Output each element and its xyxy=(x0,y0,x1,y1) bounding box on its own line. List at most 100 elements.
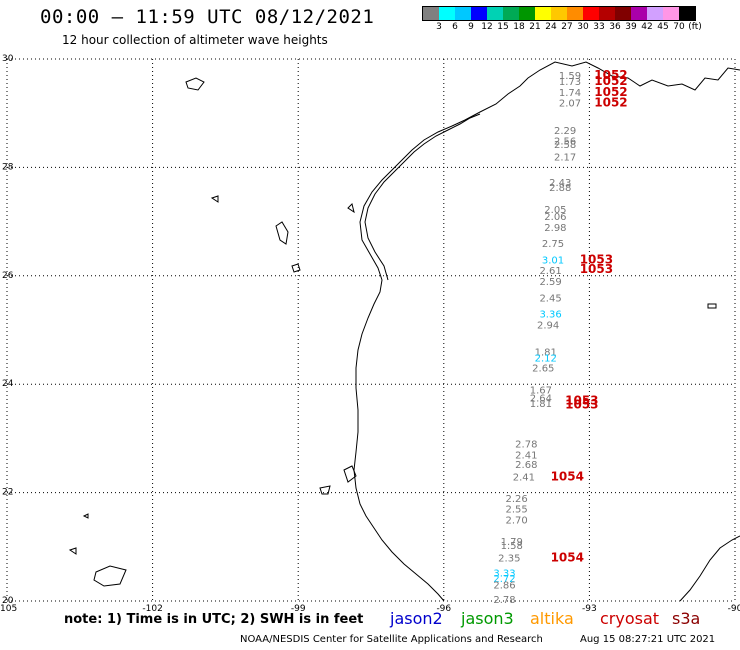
legend-swatch xyxy=(631,7,647,20)
footer-credit: NOAA/NESDIS Center for Satellite Applica… xyxy=(240,634,543,645)
wave-height-label: 2.70 xyxy=(505,515,527,526)
color-legend-bar xyxy=(422,6,696,21)
satellite-legend-jason2: jason2 xyxy=(390,609,443,628)
legend-tick-label: 3 xyxy=(436,22,442,32)
island-7 xyxy=(93,565,127,587)
longitude-tick-label: -102 xyxy=(142,604,162,614)
legend-unit-label: (ft) xyxy=(688,22,702,32)
legend-swatch xyxy=(423,7,439,20)
legend-tick-label: 33 xyxy=(593,22,605,32)
legend-swatch xyxy=(519,7,535,20)
latitude-tick-label: 22 xyxy=(2,488,13,498)
legend-tick-label: 30 xyxy=(577,22,589,32)
island-2 xyxy=(275,221,289,245)
lat-lon-grid: -105 -102 -99 -96 -93 -90 30 28 26 24 22 20 xyxy=(0,54,740,614)
legend-tick-label: 39 xyxy=(625,22,637,32)
wave-height-label: 2.55 xyxy=(505,505,527,516)
legend-swatch xyxy=(471,7,487,20)
longitude-tick-label: -105 xyxy=(0,604,17,614)
longitude-tick-label: -90 xyxy=(728,604,740,614)
wave-height-label: 2.58 xyxy=(554,140,576,151)
wave-height-label: 2.26 xyxy=(505,494,527,505)
cryosat-pass-label: 1052 xyxy=(594,96,627,110)
cryosat-pass-label: 1053 xyxy=(565,398,598,412)
satellite-legend-s3a: s3a xyxy=(672,609,701,628)
wave-height-label: 2.59 xyxy=(539,277,561,288)
gulf-coast-outline xyxy=(353,61,740,602)
legend-swatch xyxy=(599,7,615,20)
legend-tick-label: 70 xyxy=(673,22,685,32)
legend-swatch xyxy=(647,7,663,20)
wave-height-label: 2.61 xyxy=(539,266,561,277)
island-3 xyxy=(291,263,301,273)
wave-height-label: 1.74 xyxy=(559,88,581,99)
cryosat-pass-label: 1053 xyxy=(580,252,613,266)
legend-swatch xyxy=(583,7,599,20)
wave-height-label: 2.12 xyxy=(535,353,557,364)
island-8 xyxy=(68,547,77,555)
wave-height-label: 2.68 xyxy=(515,460,537,471)
wave-height-labels: 1.591.731.742.07 2.292.562.582.17 2.432.88… xyxy=(493,71,581,606)
legend-swatch xyxy=(663,7,679,20)
wave-height-label: 2.41 xyxy=(515,450,537,461)
latitude-tick-label: 24 xyxy=(2,379,14,389)
wave-height-label: 1.58 xyxy=(501,541,523,552)
latitude-tick-label: 28 xyxy=(2,162,14,172)
map-title: 00:00 – 11:59 UTC 08/12/2021 xyxy=(40,6,375,28)
island-11 xyxy=(707,303,717,309)
wave-height-label: 2.78 xyxy=(493,595,515,606)
legend-tick-label: 21 xyxy=(529,22,541,32)
longitude-tick-label: -93 xyxy=(582,604,597,614)
wave-height-label: 2.41 xyxy=(513,473,535,484)
legend-swatch xyxy=(551,7,567,20)
cryosat-pass-label: 1054 xyxy=(551,550,584,564)
wave-height-label: 2.64 xyxy=(530,394,552,405)
legend-tick-label: 36 xyxy=(609,22,621,32)
island-5 xyxy=(343,465,357,483)
legend-swatch xyxy=(679,7,695,20)
wave-height-label: 2.07 xyxy=(559,99,581,110)
island-4 xyxy=(347,203,355,214)
legend-tick-label: 27 xyxy=(561,22,573,32)
wave-height-label: 2.43 xyxy=(549,178,571,189)
wave-height-label: 2.65 xyxy=(532,364,554,375)
legend-tick-label: 15 xyxy=(497,22,509,32)
longitude-tick-label: -99 xyxy=(291,604,306,614)
cryosat-pass-label: 1053 xyxy=(565,393,598,407)
legend-tick-label: 6 xyxy=(452,22,458,32)
wave-height-label: 2.72 xyxy=(493,574,515,585)
wave-height-label: 1.73 xyxy=(559,77,581,88)
wave-height-label: 2.35 xyxy=(498,553,520,564)
longitude-tick-label: -96 xyxy=(436,604,451,614)
wave-height-label: 2.75 xyxy=(542,239,564,250)
island-9 xyxy=(82,513,89,519)
cryosat-pass-label: 1052 xyxy=(594,74,627,88)
wave-height-label: 1.67 xyxy=(530,385,552,396)
wave-height-label: 2.78 xyxy=(515,440,537,451)
satellite-legend-altika: altika xyxy=(530,609,574,628)
legend-tick-label: 18 xyxy=(513,22,525,32)
island-6 xyxy=(319,485,331,495)
color-legend: 3 6 9 12 15 18 21 24 27 30 33 36 39 42 45 70 (ft) xyxy=(422,6,702,35)
legend-swatch xyxy=(439,7,455,20)
cryosat-pass-label: 1054 xyxy=(551,470,584,484)
legend-swatch xyxy=(503,7,519,20)
wave-height-label: 2.45 xyxy=(539,293,561,304)
wave-height-label: 2.17 xyxy=(554,152,576,163)
legend-tick-label: 42 xyxy=(641,22,653,32)
wave-height-label: 2.56 xyxy=(554,137,576,148)
legend-swatch xyxy=(535,7,551,20)
wave-height-label: 1.79 xyxy=(501,537,523,548)
map-subtitle: 12 hour collection of altimeter wave hei… xyxy=(62,33,328,47)
wave-height-label: 2.94 xyxy=(537,320,559,331)
satellite-legend-jason3: jason3 xyxy=(461,609,514,628)
island-10 xyxy=(210,195,219,203)
wave-height-label: 1.81 xyxy=(530,399,552,410)
wave-height-label: 2.29 xyxy=(554,126,576,137)
legend-tick-label: 9 xyxy=(468,22,474,32)
legend-tick-label: 45 xyxy=(657,22,669,32)
wave-height-label: 3.33 xyxy=(493,569,515,580)
wave-height-label: 2.86 xyxy=(493,581,515,592)
cryosat-pass-label: 1053 xyxy=(580,262,613,276)
